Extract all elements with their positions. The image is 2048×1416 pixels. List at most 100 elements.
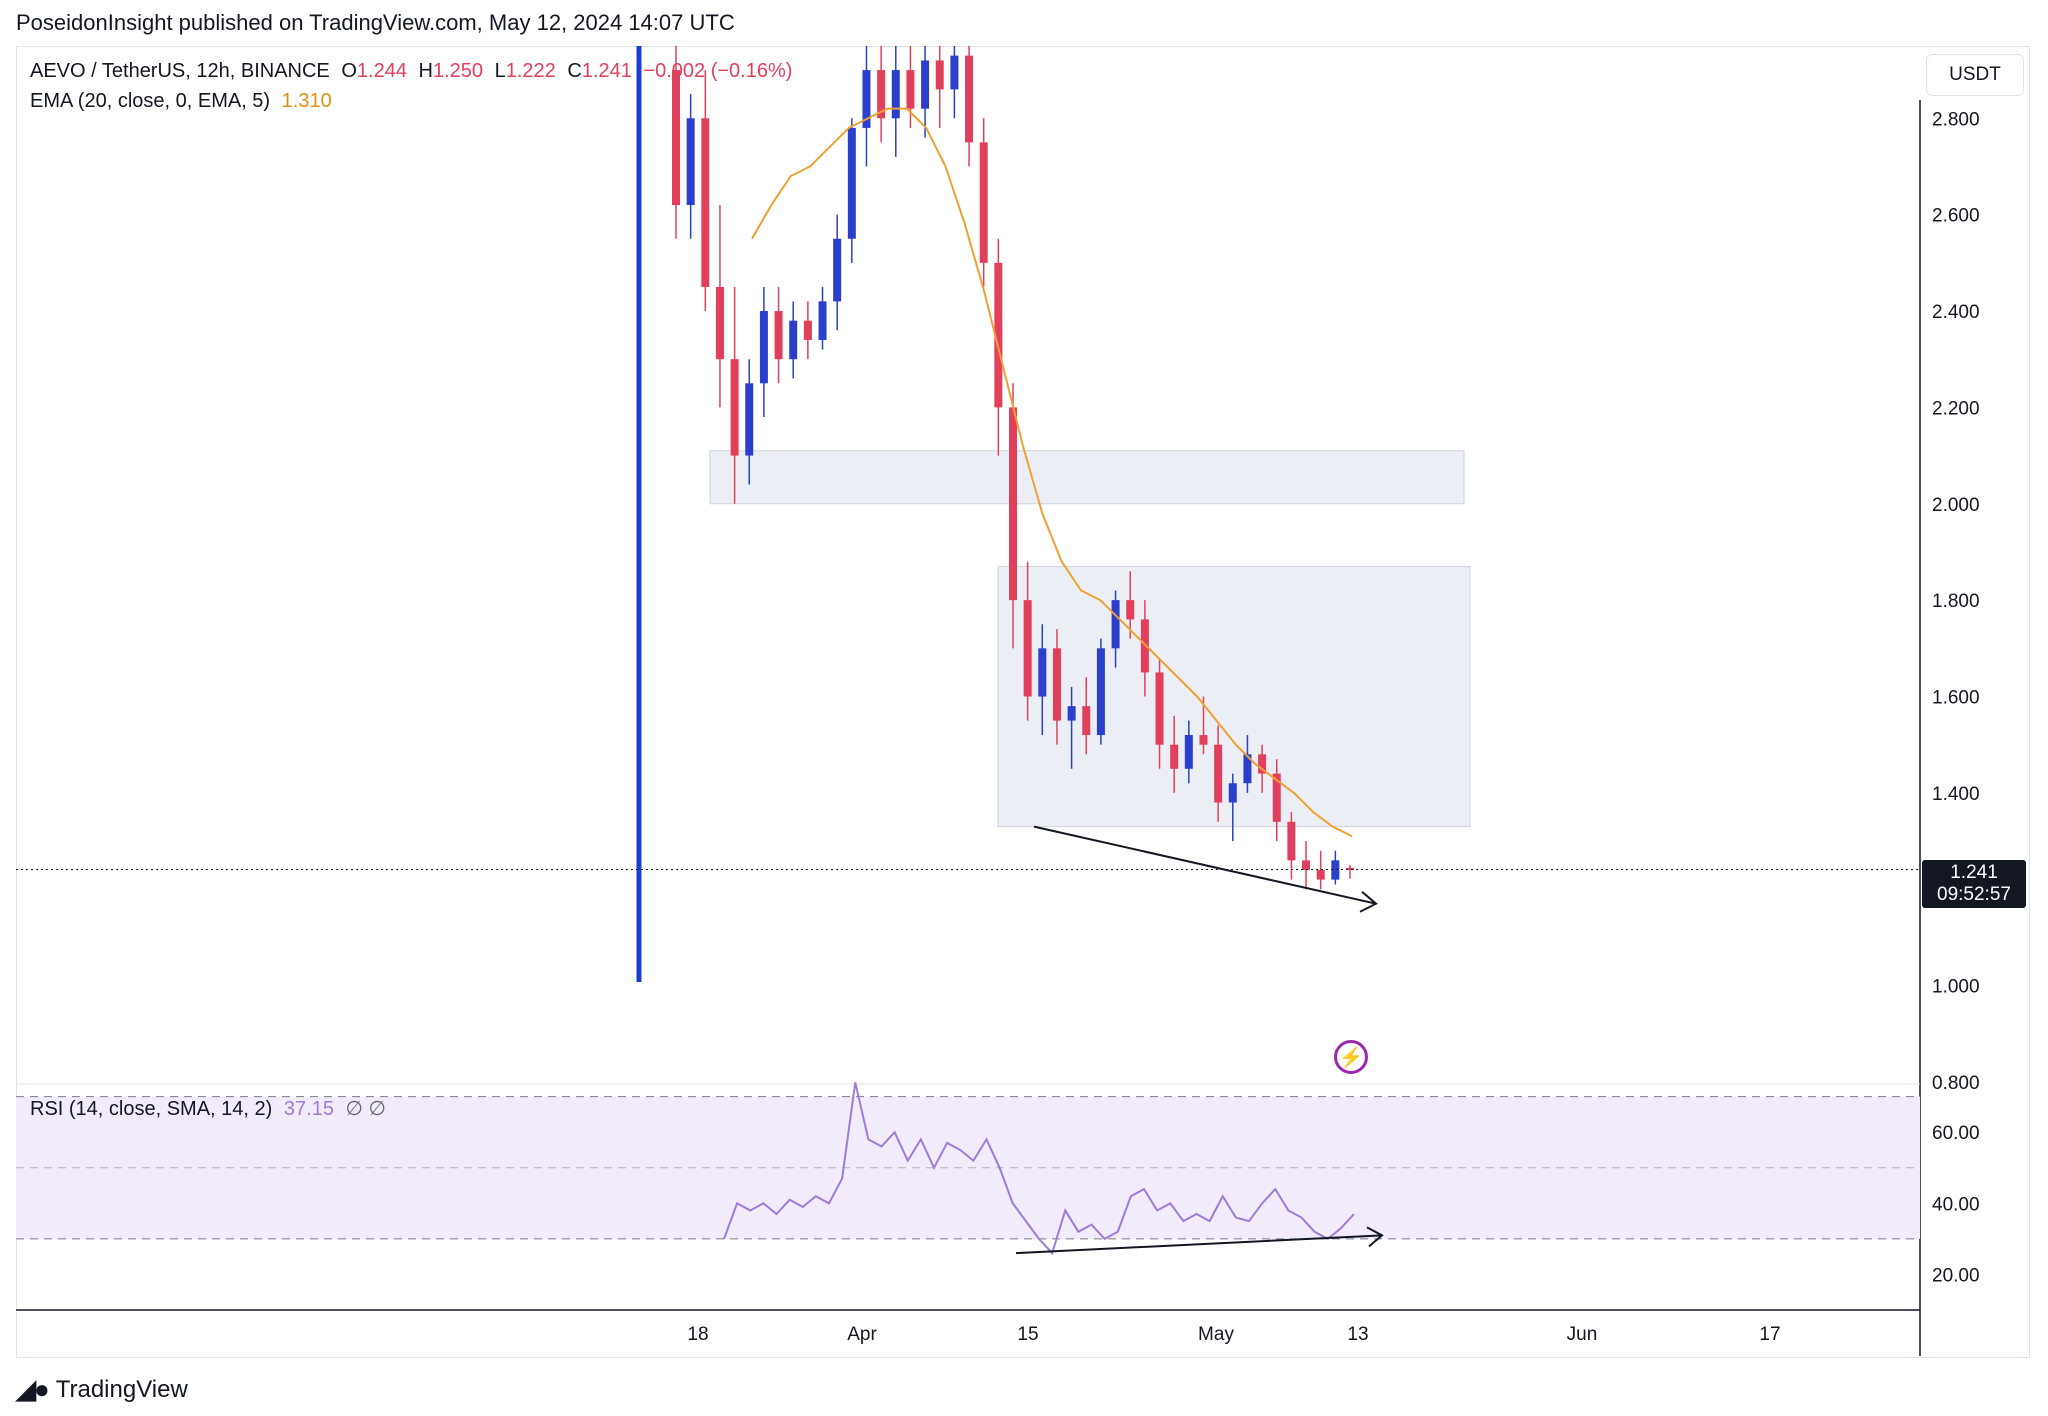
price-tick-label: 1.600 xyxy=(1932,688,1980,709)
ema-line xyxy=(751,107,1353,838)
close-label: C xyxy=(567,60,582,82)
candle-body xyxy=(1155,672,1164,745)
rsi-label: RSI (14, close, SMA, 14, 2) xyxy=(30,1098,273,1120)
candle-body xyxy=(1038,648,1047,697)
ema-value: 1.310 xyxy=(281,90,332,112)
candle-body xyxy=(1272,773,1281,822)
candle-body xyxy=(672,70,680,206)
low-value: 1.222 xyxy=(505,60,556,82)
candle-body xyxy=(1346,868,1354,871)
price-tick-label: 2.200 xyxy=(1932,398,1980,419)
open-label: O xyxy=(341,60,357,82)
candle-body xyxy=(1009,407,1017,601)
price-tick-label: 0.800 xyxy=(1932,1073,1980,1094)
rsi-trendline-arrowhead xyxy=(1366,1226,1384,1248)
time-tick-label: 17 xyxy=(1759,1324,1780,1345)
time-tick-label: Jun xyxy=(1567,1324,1598,1345)
rsi-tick-label: 40.00 xyxy=(1932,1194,1980,1215)
time-tick-label: Apr xyxy=(847,1324,877,1345)
currency-button[interactable]: USDT xyxy=(1926,54,2024,96)
open-value: 1.244 xyxy=(356,60,407,82)
candle-body xyxy=(950,55,959,90)
brand-name: TradingView xyxy=(55,1375,188,1403)
candle-body xyxy=(1184,735,1193,769)
candle-body xyxy=(803,320,812,340)
rsi-trendline xyxy=(1015,1234,1383,1255)
price-tick-label: 1.000 xyxy=(1932,977,1980,998)
candle-body xyxy=(1052,648,1061,721)
close-value: 1.241 xyxy=(581,60,632,82)
supply-zone-1 xyxy=(709,450,1465,505)
change-value: −0.002 (−0.16%) xyxy=(643,60,793,82)
high-value: 1.250 xyxy=(432,60,484,82)
candle-body xyxy=(818,301,827,340)
candle-body xyxy=(1111,600,1120,649)
candle-body xyxy=(1082,706,1091,736)
candle-body xyxy=(1096,648,1105,736)
rsi-line xyxy=(723,1082,1355,1256)
candle-body xyxy=(1258,754,1267,774)
price-tick-label: 2.400 xyxy=(1932,302,1980,323)
low-label: L xyxy=(494,60,506,82)
candle-body xyxy=(1126,600,1135,620)
price-tick-label: 2.600 xyxy=(1932,206,1980,227)
published-header: PoseidonInsight published on TradingView… xyxy=(16,10,735,35)
candle-body xyxy=(774,311,783,360)
chart-frame xyxy=(16,46,2030,1358)
candle-body xyxy=(994,262,1003,408)
high-label: H xyxy=(418,60,433,82)
price-tick-label: 2.800 xyxy=(1932,109,1980,130)
countdown-timer: 09:52:57 xyxy=(1937,884,2011,905)
last-price-tag: 1.241 09:52:57 xyxy=(1922,860,2026,908)
candle-body xyxy=(921,60,930,109)
candle-body xyxy=(1243,754,1252,784)
candle-body xyxy=(745,383,754,456)
tradingview-logo[interactable]: ◢● TradingView xyxy=(16,1374,188,1405)
ema-label: EMA (20, close, 0, EMA, 5) xyxy=(30,90,271,112)
candle-body xyxy=(1302,860,1311,870)
candle-body xyxy=(847,127,856,239)
candle-body xyxy=(730,359,739,456)
candle-body xyxy=(965,55,974,143)
candle-body xyxy=(1228,783,1237,803)
rsi-extra: ∅ ∅ xyxy=(345,1098,386,1120)
candle-body xyxy=(979,142,988,263)
last-price-value: 1.241 xyxy=(1950,862,1998,883)
candle-body xyxy=(715,286,724,360)
candle-body xyxy=(1199,735,1208,745)
time-tick-label: 15 xyxy=(1017,1324,1038,1345)
time-tick-label: 13 xyxy=(1347,1324,1368,1345)
candle-body xyxy=(891,70,900,119)
candle-body xyxy=(1316,869,1325,880)
candle-body xyxy=(906,70,915,109)
candle-body xyxy=(1140,619,1149,673)
candle-body xyxy=(833,238,842,302)
candle-body xyxy=(935,60,944,90)
time-tick-label: 18 xyxy=(687,1324,708,1345)
candle-body xyxy=(1331,860,1340,880)
candle-body xyxy=(1067,706,1076,721)
price-tick-label: 2.000 xyxy=(1932,495,1980,516)
rsi-tick-label: 20.00 xyxy=(1932,1265,1980,1286)
candle-body xyxy=(1023,600,1032,697)
candle-body xyxy=(877,70,886,119)
candle-body xyxy=(1170,744,1179,769)
candle-body xyxy=(759,311,768,384)
price-tick-label: 1.800 xyxy=(1932,591,1980,612)
symbol-title: AEVO / TetherUS, 12h, BINANCE xyxy=(30,60,330,82)
rsi-value: 37.15 xyxy=(283,1098,334,1120)
candle-body xyxy=(862,70,871,128)
tradingview-mark-icon: ◢● xyxy=(16,1374,50,1404)
candle-body xyxy=(789,320,798,360)
candle-body xyxy=(1214,744,1223,803)
lightning-icon[interactable]: ⚡ xyxy=(1334,1040,1368,1074)
rsi-legend: RSI (14, close, SMA, 14, 2) 37.15 ∅ ∅ xyxy=(30,1096,392,1121)
candle-body xyxy=(1287,821,1296,861)
price-trendline-arrowhead xyxy=(1359,890,1378,913)
price-tick-label: 1.400 xyxy=(1932,784,1980,805)
rsi-tick-label: 60.00 xyxy=(1932,1123,1980,1144)
price-trendline xyxy=(1033,825,1377,905)
symbol-legend: AEVO / TetherUS, 12h, BINANCE O1.244 H1.… xyxy=(30,60,798,83)
ema-legend: EMA (20, close, 0, EMA, 5) 1.310 xyxy=(30,90,338,113)
